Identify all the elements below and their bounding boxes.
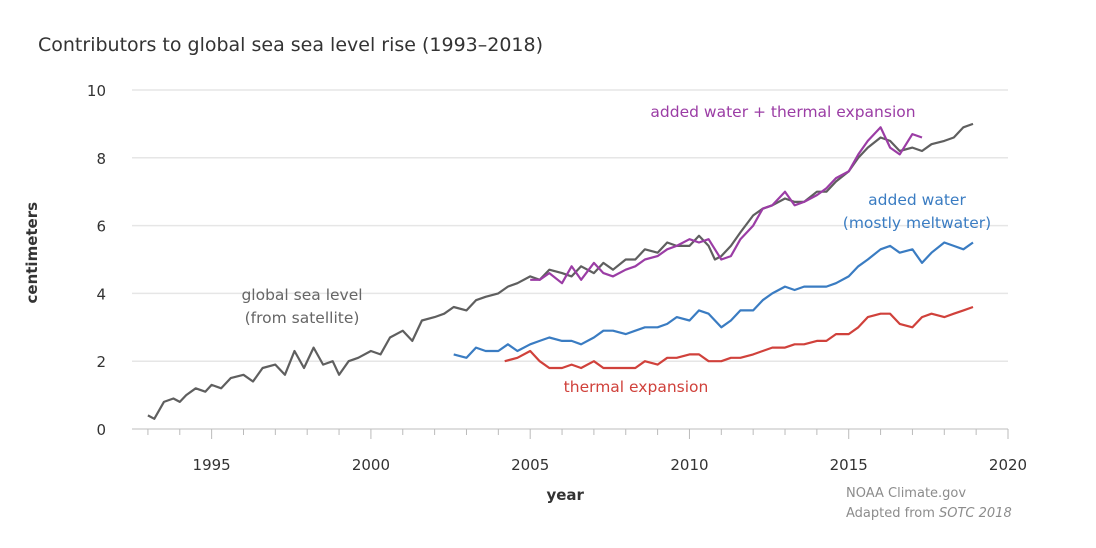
series-label: global sea level (241, 286, 362, 304)
y-tick-label: 0 (96, 421, 106, 439)
credit-line-2: Adapted from SOTC 2018 (846, 504, 1012, 524)
x-tick-label: 2000 (352, 456, 390, 474)
series-label: (from satellite) (245, 309, 360, 327)
series-line-3 (504, 305, 974, 370)
series-label: added water (868, 191, 966, 209)
series-label: (mostly meltwater) (843, 214, 991, 232)
y-tick-label: 10 (87, 82, 106, 100)
y-axis-label: centimeters (23, 202, 41, 304)
x-tick-label: 2020 (989, 456, 1027, 474)
y-tick-label: 4 (96, 285, 106, 303)
y-tick-label: 8 (96, 150, 106, 168)
x-tick-label: 2005 (511, 456, 549, 474)
series-line-1 (530, 126, 923, 285)
series-label: added water + thermal expansion (650, 103, 915, 121)
y-tick-label: 6 (96, 218, 106, 236)
x-axis-label: year (546, 486, 584, 504)
series-line-0 (147, 122, 974, 420)
credit-prefix: Adapted from (846, 506, 939, 521)
series-line-2 (453, 241, 974, 359)
x-tick-label: 1995 (193, 456, 231, 474)
x-tick-label: 2010 (670, 456, 708, 474)
chart-title: Contributors to global sea sea level ris… (38, 34, 544, 56)
y-tick-label: 2 (96, 353, 106, 371)
x-tick-label: 2015 (830, 456, 868, 474)
credit-source-italic: SOTC 2018 (939, 506, 1012, 521)
series-label: thermal expansion (564, 378, 709, 396)
credit-line-1: NOAA Climate.gov (846, 486, 967, 501)
source-credit: NOAA Climate.gov Adapted from SOTC 2018 (846, 484, 1012, 524)
